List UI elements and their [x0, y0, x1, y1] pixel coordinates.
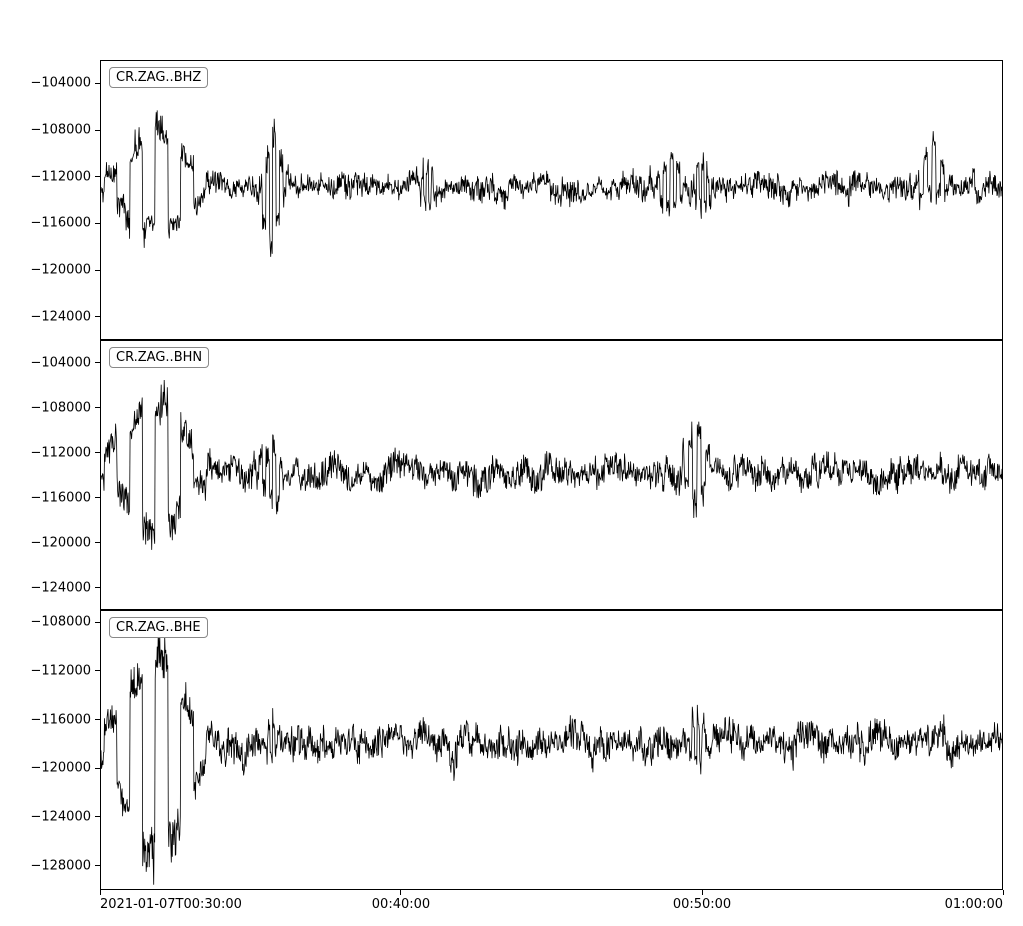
- legend-label-1: CR.ZAG..BHN: [109, 347, 209, 368]
- ytick-mark: [95, 316, 100, 317]
- ytick-label: −108000: [0, 123, 91, 138]
- ytick-mark: [95, 768, 100, 769]
- legend-label-2: CR.ZAG..BHE: [109, 617, 208, 638]
- xtick-mark: [400, 890, 401, 895]
- waveform-trace-2: [101, 611, 1003, 890]
- ytick-label: −128000: [0, 858, 91, 873]
- waveform-panel-2: CR.ZAG..BHE: [100, 610, 1003, 890]
- ytick-mark: [95, 83, 100, 84]
- ytick-mark: [95, 497, 100, 498]
- ytick-mark: [95, 223, 100, 224]
- ytick-label: −120000: [0, 761, 91, 776]
- ytick-label: −104000: [0, 355, 91, 370]
- xtick-mark: [702, 890, 703, 895]
- ytick-mark: [95, 270, 100, 271]
- ytick-mark: [95, 176, 100, 177]
- ytick-label: −124000: [0, 809, 91, 824]
- ytick-mark: [95, 362, 100, 363]
- ytick-mark: [95, 865, 100, 866]
- ytick-label: −116000: [0, 216, 91, 231]
- xtick-label: 2021-01-07T00:30:00: [100, 897, 242, 912]
- ytick-label: −120000: [0, 263, 91, 278]
- ytick-mark: [95, 670, 100, 671]
- seismogram-figure: CR.ZAG..BHZ −104000 −108000 −112000 −116000 −…: [0, 0, 1023, 926]
- legend-label-0: CR.ZAG..BHZ: [109, 67, 208, 88]
- waveform-panel-1: CR.ZAG..BHN: [100, 340, 1003, 610]
- ytick-mark: [95, 719, 100, 720]
- xtick-label: 00:50:00: [673, 897, 731, 912]
- ytick-label: −112000: [0, 169, 91, 184]
- xtick-mark: [100, 890, 101, 895]
- ytick-mark: [95, 452, 100, 453]
- ytick-label: −112000: [0, 445, 91, 460]
- ytick-label: −120000: [0, 535, 91, 550]
- ytick-label: −124000: [0, 309, 91, 324]
- ytick-label: −108000: [0, 400, 91, 415]
- ytick-mark: [95, 407, 100, 408]
- waveform-trace-0: [101, 61, 1003, 340]
- ytick-label: −124000: [0, 580, 91, 595]
- ytick-mark: [95, 816, 100, 817]
- ytick-label: −104000: [0, 76, 91, 91]
- ytick-label: −116000: [0, 490, 91, 505]
- xtick-label: 00:40:00: [372, 897, 430, 912]
- ytick-label: −116000: [0, 712, 91, 727]
- ytick-mark: [95, 542, 100, 543]
- ytick-mark: [95, 587, 100, 588]
- waveform-panel-0: CR.ZAG..BHZ: [100, 60, 1003, 340]
- xtick-label: 01:00:00: [945, 897, 1003, 912]
- ytick-label: −112000: [0, 663, 91, 678]
- xtick-mark: [1003, 890, 1004, 895]
- waveform-trace-1: [101, 341, 1003, 610]
- ytick-mark: [95, 622, 100, 623]
- ytick-label: −108000: [0, 615, 91, 630]
- ytick-mark: [95, 130, 100, 131]
